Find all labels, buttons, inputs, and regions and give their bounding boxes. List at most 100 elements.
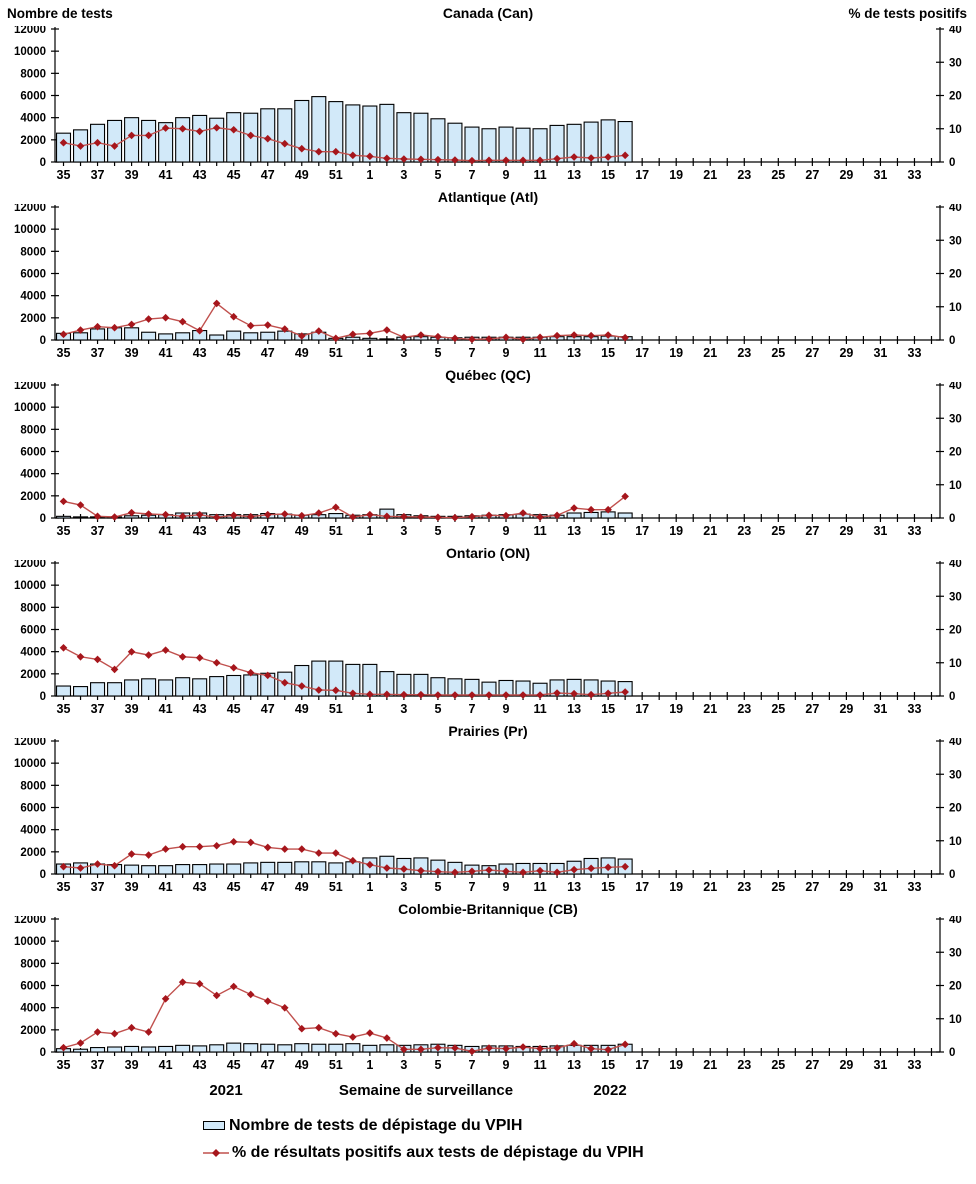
svg-text:20: 20 (949, 625, 962, 637)
svg-text:33: 33 (908, 1058, 922, 1072)
svg-text:35: 35 (57, 1058, 71, 1072)
svg-text:15: 15 (601, 524, 615, 538)
svg-text:7: 7 (468, 1058, 475, 1072)
svg-text:23: 23 (737, 524, 751, 538)
svg-text:40: 40 (949, 916, 962, 926)
figure-header: Nombre de tests Canada (Can) % de tests … (0, 0, 976, 26)
panel-canada: 0 2000 4000 6000 8000 10000 12000 0 10 20 30 40 35 37… (0, 26, 976, 186)
svg-text:10000: 10000 (14, 580, 46, 592)
svg-text:49: 49 (295, 880, 309, 894)
svg-text:43: 43 (193, 880, 207, 894)
svg-text:8000: 8000 (20, 958, 46, 970)
svg-text:21: 21 (703, 702, 717, 716)
svg-text:5: 5 (434, 168, 441, 182)
svg-text:49: 49 (295, 346, 309, 360)
svg-text:3: 3 (400, 880, 407, 894)
svg-text:3: 3 (400, 346, 407, 360)
svg-text:11: 11 (533, 1058, 546, 1072)
svg-text:8000: 8000 (20, 246, 46, 258)
panel-quebec: Québec (QC) 0 2000 4000 6000 8000 10000 12000 0… (0, 364, 976, 542)
svg-text:0: 0 (949, 1047, 955, 1059)
svg-text:21: 21 (703, 168, 717, 182)
svg-text:10: 10 (949, 302, 962, 314)
svg-text:47: 47 (261, 1058, 275, 1072)
svg-text:9: 9 (503, 880, 510, 894)
svg-text:35: 35 (57, 168, 71, 182)
svg-text:39: 39 (125, 524, 139, 538)
svg-text:13: 13 (567, 1058, 581, 1072)
panel-atlantique: Atlantique (Atl) 0 2000 4000 6000 8000 10000 1… (0, 186, 976, 364)
svg-text:40: 40 (949, 26, 962, 36)
svg-text:15: 15 (601, 346, 615, 360)
svg-text:17: 17 (635, 880, 649, 894)
svg-text:51: 51 (329, 524, 343, 538)
svg-text:29: 29 (839, 524, 853, 538)
svg-text:7: 7 (468, 702, 475, 716)
bar-swatch-icon (203, 1121, 225, 1130)
svg-text:3: 3 (400, 168, 407, 182)
svg-text:6000: 6000 (20, 91, 46, 103)
legend-label-tests: Nombre de tests de dépistage du VPIH (229, 1116, 523, 1134)
svg-text:3: 3 (400, 1058, 407, 1072)
svg-text:10000: 10000 (14, 46, 46, 58)
svg-text:33: 33 (908, 346, 922, 360)
svg-text:30: 30 (949, 235, 962, 247)
svg-text:51: 51 (329, 1058, 343, 1072)
x-axis-label: Semaine de surveillance (338, 1082, 514, 1099)
svg-text:30: 30 (949, 591, 962, 603)
svg-text:0: 0 (949, 869, 955, 881)
svg-text:51: 51 (329, 346, 343, 360)
svg-text:4000: 4000 (20, 469, 46, 481)
svg-text:7: 7 (468, 880, 475, 894)
svg-text:40: 40 (949, 560, 962, 570)
svg-text:6000: 6000 (20, 803, 46, 815)
svg-text:35: 35 (57, 880, 71, 894)
svg-text:40: 40 (949, 204, 962, 214)
svg-text:3: 3 (400, 702, 407, 716)
svg-text:33: 33 (908, 880, 922, 894)
panel-title-colombie-britannique: Colombie-Britannique (CB) (398, 901, 578, 917)
svg-text:15: 15 (601, 880, 615, 894)
svg-text:49: 49 (295, 168, 309, 182)
svg-text:10: 10 (949, 1014, 962, 1026)
svg-text:25: 25 (771, 702, 785, 716)
svg-text:17: 17 (635, 702, 649, 716)
svg-text:27: 27 (805, 702, 819, 716)
svg-text:10: 10 (949, 124, 962, 136)
svg-text:17: 17 (635, 346, 649, 360)
svg-text:8000: 8000 (20, 68, 46, 80)
svg-text:17: 17 (635, 168, 649, 182)
svg-text:27: 27 (805, 880, 819, 894)
svg-text:45: 45 (227, 1058, 241, 1072)
svg-text:13: 13 (567, 702, 581, 716)
svg-text:2000: 2000 (20, 313, 46, 325)
svg-text:9: 9 (503, 702, 510, 716)
right-axis-title: % de tests positifs (848, 6, 967, 21)
svg-text:1: 1 (366, 168, 373, 182)
svg-text:19: 19 (669, 1058, 683, 1072)
svg-text:19: 19 (669, 346, 683, 360)
svg-text:19: 19 (669, 168, 683, 182)
svg-text:21: 21 (703, 880, 717, 894)
left-axis-title: Nombre de tests (7, 6, 113, 21)
panel-colombie-britannique: Colombie-Britannique (CB) 0 2000 4000 6000 8… (0, 898, 976, 1076)
svg-text:49: 49 (295, 702, 309, 716)
panel-title-prairies: Prairies (Pr) (448, 723, 528, 739)
svg-text:31: 31 (873, 524, 887, 538)
svg-text:12000: 12000 (14, 26, 46, 36)
x-axis-footer: 2021 Semaine de surveillance 2022 (0, 1076, 976, 1106)
svg-text:43: 43 (193, 346, 207, 360)
svg-text:8000: 8000 (20, 424, 46, 436)
svg-text:27: 27 (805, 524, 819, 538)
svg-text:2000: 2000 (20, 669, 46, 681)
svg-text:11: 11 (533, 346, 546, 360)
svg-text:25: 25 (771, 524, 785, 538)
svg-text:13: 13 (567, 880, 581, 894)
svg-text:31: 31 (873, 702, 887, 716)
svg-text:29: 29 (839, 168, 853, 182)
svg-text:10000: 10000 (14, 402, 46, 414)
svg-text:7: 7 (468, 168, 475, 182)
svg-text:41: 41 (159, 524, 173, 538)
